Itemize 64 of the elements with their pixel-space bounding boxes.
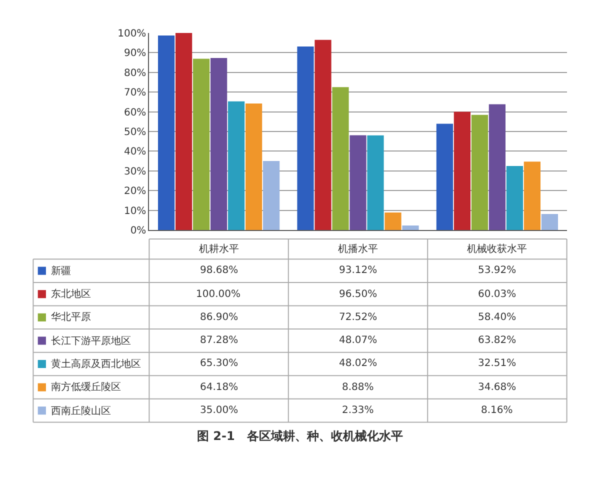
legend-label: 新疆: [51, 265, 71, 277]
bar: [158, 36, 175, 230]
x-tick-label: 机播水平: [338, 243, 378, 255]
legend-label: 黄土高原及西北地区: [51, 358, 141, 370]
bar: [384, 212, 402, 230]
bar: [402, 225, 419, 230]
bar: [175, 32, 192, 230]
data-label: 8.88%: [342, 382, 374, 393]
data-label: 2.33%: [342, 405, 374, 416]
bar: [262, 161, 280, 230]
data-label: 60.03%: [478, 289, 516, 300]
legend-label: 东北地区: [51, 288, 91, 300]
bar: [367, 135, 384, 230]
bar: [488, 104, 506, 230]
legend-label: 长江下游平原地区: [51, 335, 131, 347]
data-label: 34.68%: [478, 382, 516, 393]
legend-label: 南方低缓丘陵区: [51, 381, 121, 393]
y-tick-label: 50%: [124, 126, 146, 138]
bar: [297, 46, 314, 230]
data-label: 100.00%: [196, 289, 240, 300]
y-tick-label: 40%: [124, 146, 146, 158]
data-label: 64.18%: [200, 382, 238, 393]
data-label: 48.02%: [339, 358, 378, 369]
y-tick-label: 10%: [124, 206, 146, 217]
y-tick-label: 30%: [124, 166, 146, 178]
data-label: 48.07%: [339, 335, 378, 346]
bar: [228, 101, 245, 230]
data-label: 96.50%: [339, 289, 378, 300]
data-label: 98.68%: [200, 265, 238, 276]
data-label: 63.82%: [478, 335, 516, 346]
bar: [454, 112, 471, 230]
bar: [436, 124, 454, 230]
bar: [332, 87, 349, 230]
bar: [350, 135, 366, 230]
legend-label: 西南丘陵山区: [51, 405, 111, 417]
data-label: 93.12%: [339, 265, 378, 276]
data-label: 53.92%: [478, 265, 516, 276]
y-tick-label: 60%: [124, 107, 146, 118]
x-tick-label: 机耕水平: [199, 243, 239, 255]
y-tick-label: 80%: [124, 68, 146, 79]
bar: [541, 214, 558, 230]
data-label: 58.40%: [478, 312, 516, 323]
y-tick-label: 70%: [124, 88, 146, 99]
data-label: 72.52%: [339, 312, 378, 323]
data-label: 65.30%: [200, 358, 238, 369]
data-label: 87.28%: [200, 335, 238, 346]
y-tick-label: 100%: [118, 28, 146, 40]
bar: [210, 58, 228, 230]
text: 图 2-1 各区域耕、种、收机械化水平: [197, 429, 403, 443]
data-label: 86.90%: [200, 312, 238, 323]
data-label: 35.00%: [200, 405, 238, 416]
y-tick-label: 20%: [124, 186, 146, 198]
legend-label: 华北平原: [51, 311, 91, 323]
data-label: 32.51%: [478, 358, 516, 369]
y-tick-label: 0%: [130, 226, 146, 237]
bar: [506, 166, 524, 230]
x-tick-label: 机械收获水平: [467, 243, 527, 255]
bar: [245, 104, 262, 230]
data-label: 8.16%: [481, 405, 513, 416]
bar: [314, 40, 332, 230]
bar: [192, 58, 210, 230]
bar: [471, 114, 488, 230]
y-tick-label: 90%: [124, 48, 146, 60]
bar: [524, 162, 541, 230]
